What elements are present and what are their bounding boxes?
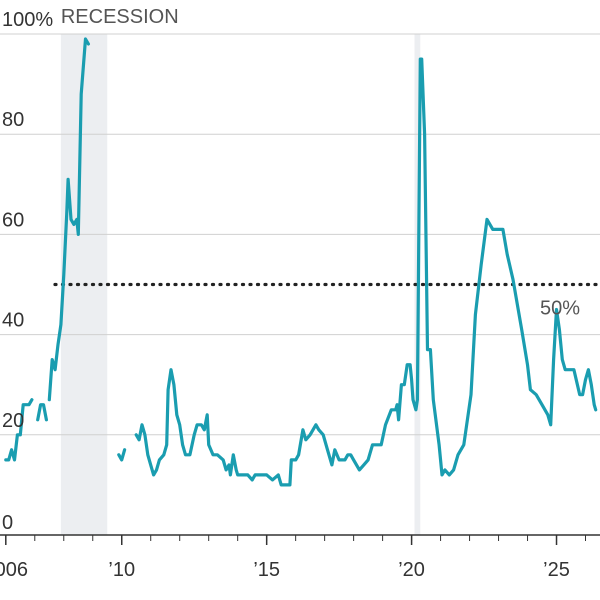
series-line-segment-3 bbox=[117, 448, 127, 462]
y-tick-label-60: 60 bbox=[2, 209, 24, 231]
y-tick-label-20: 20 bbox=[2, 410, 24, 432]
x-axis-layer bbox=[0, 534, 600, 545]
series-line-segment-4 bbox=[134, 57, 598, 487]
x-tick-label-2015: ’15 bbox=[253, 559, 280, 581]
x-tick-label-2010: ’10 bbox=[108, 559, 135, 581]
series-line-segment-2 bbox=[47, 37, 90, 402]
reference-line-label: 50% bbox=[540, 298, 580, 320]
labels-layer: RECESSION 0 20 40 60 80 100% 50% 2006 ’10 ’15 ’20 ’2… bbox=[0, 6, 580, 581]
gridlines-layer bbox=[0, 33, 600, 436]
series-layer bbox=[4, 37, 598, 487]
y-tick-label-80: 80 bbox=[2, 109, 24, 131]
recession-label: RECESSION bbox=[61, 6, 179, 28]
series-line-segment-1 bbox=[36, 403, 48, 422]
series-line-segment-0 bbox=[4, 398, 34, 462]
y-tick-label-40: 40 bbox=[2, 310, 24, 332]
x-tick-label-2020: ’20 bbox=[398, 559, 425, 581]
x-tick-label-2006: 2006 bbox=[0, 559, 28, 581]
y-tick-label-100: 100% bbox=[2, 9, 53, 31]
y-tick-label-0: 0 bbox=[2, 512, 13, 534]
x-tick-label-2025: ’25 bbox=[543, 559, 570, 581]
